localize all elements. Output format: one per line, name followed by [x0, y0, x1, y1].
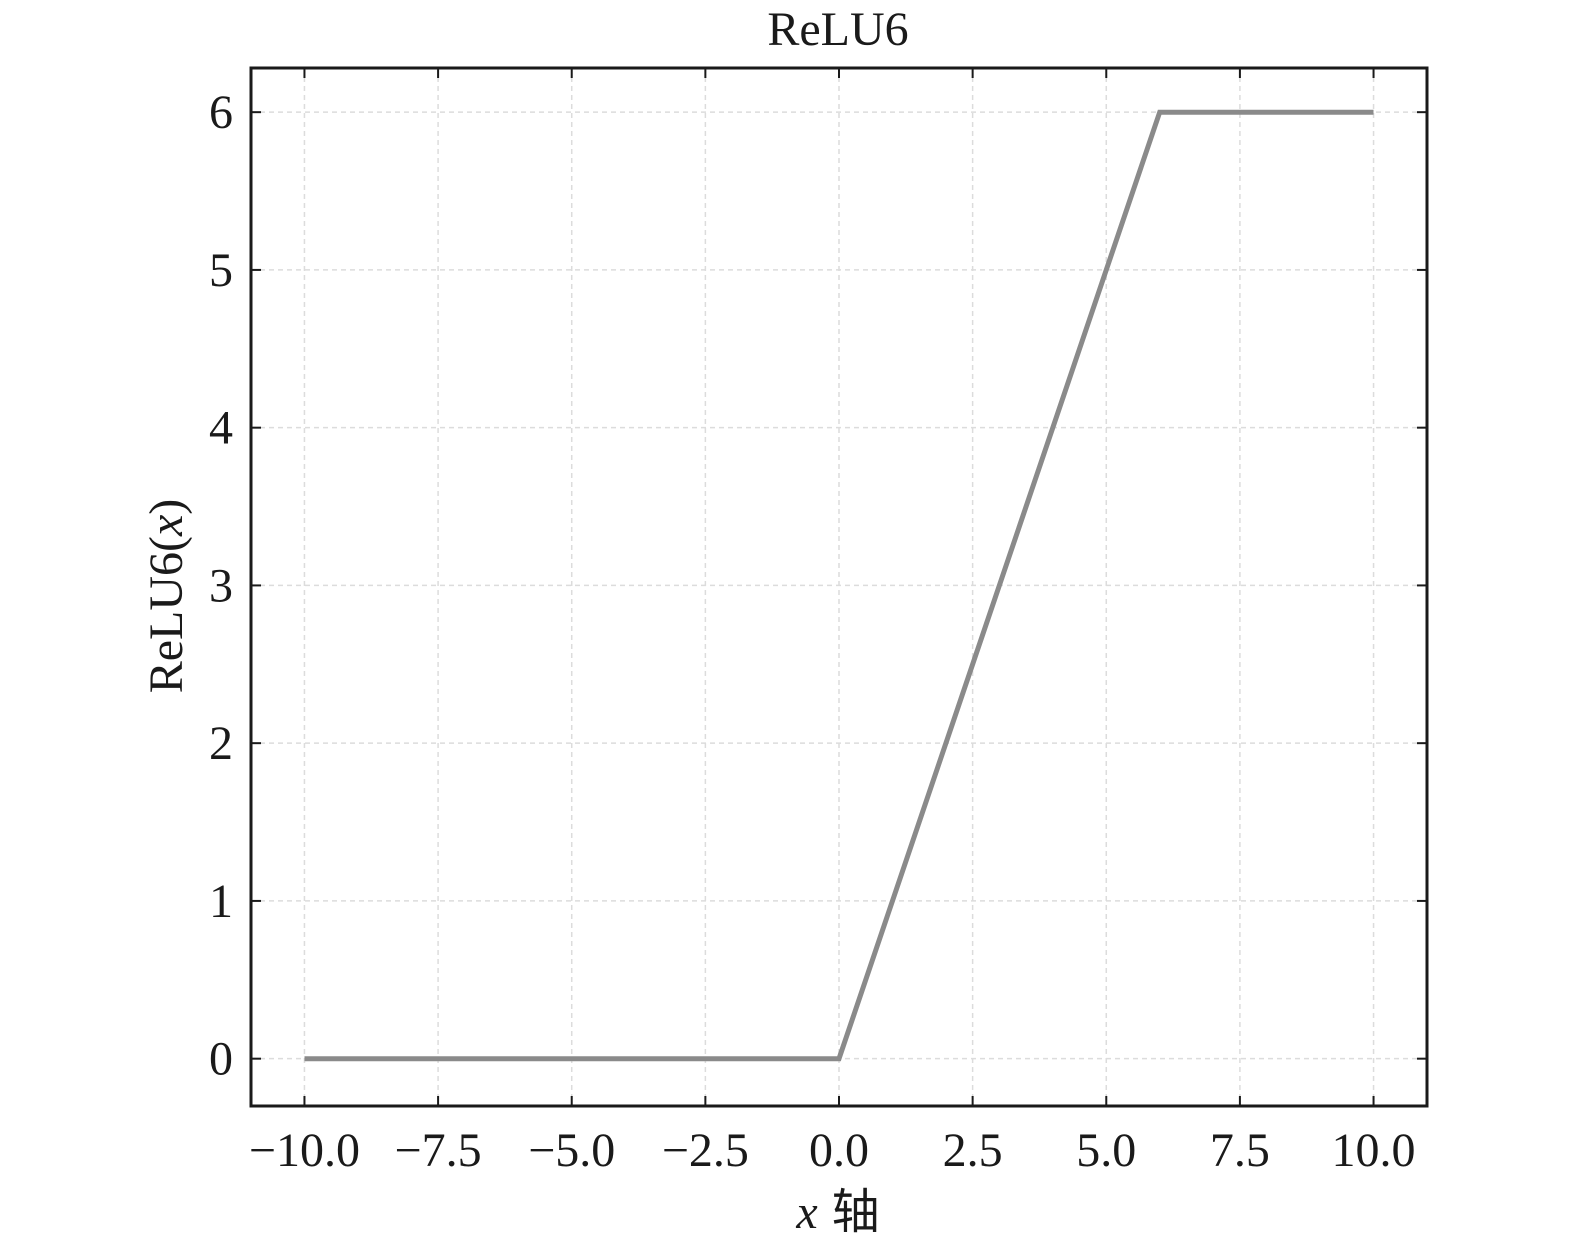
x-tick-label-5: 2.5 — [943, 1124, 1003, 1177]
x-tick-label-4: 0.0 — [809, 1124, 869, 1177]
y-tick-label-3: 3 — [209, 559, 233, 612]
x-tick-label-8: 10.0 — [1332, 1124, 1416, 1177]
x-tick-label-0: −10.0 — [249, 1124, 360, 1177]
y-tick-label-2: 2 — [209, 717, 233, 770]
x-tick-label-6: 5.0 — [1076, 1124, 1136, 1177]
y-tick-label-1: 1 — [209, 875, 233, 928]
y-tick-label-4: 4 — [209, 402, 233, 455]
y-tick-label-5: 5 — [209, 244, 233, 297]
series-layer — [304, 109, 1374, 1062]
x-tick-label-3: −2.5 — [662, 1124, 749, 1177]
y-axis-label: ReLU6(x) — [140, 499, 193, 694]
chart-title: ReLU6 — [767, 3, 908, 56]
axis-ticks: −10.0 −7.5 −5.0 −2.5 0.0 2.5 5.0 7.5 10.0 0 1 2 3 4 5 6 — [209, 68, 1427, 1177]
x-axis-label-suffix: 轴 — [832, 1186, 880, 1239]
x-tick-label-1: −7.5 — [395, 1124, 482, 1177]
y-tick-label-6: 6 — [209, 86, 233, 139]
x-tick-label-7: 7.5 — [1210, 1124, 1270, 1177]
y-tick-label-0: 0 — [209, 1033, 233, 1086]
x-tick-label-2: −5.0 — [528, 1124, 615, 1177]
y-axis-label-var: x — [140, 515, 193, 537]
series-line-0 — [304, 109, 1374, 1062]
grid-lines — [251, 68, 1427, 1106]
y-axis-label-prefix: ReLU6( — [140, 536, 193, 693]
x-axis-label-var: x — [795, 1186, 817, 1239]
y-axis-label-suffix: ) — [140, 499, 193, 515]
